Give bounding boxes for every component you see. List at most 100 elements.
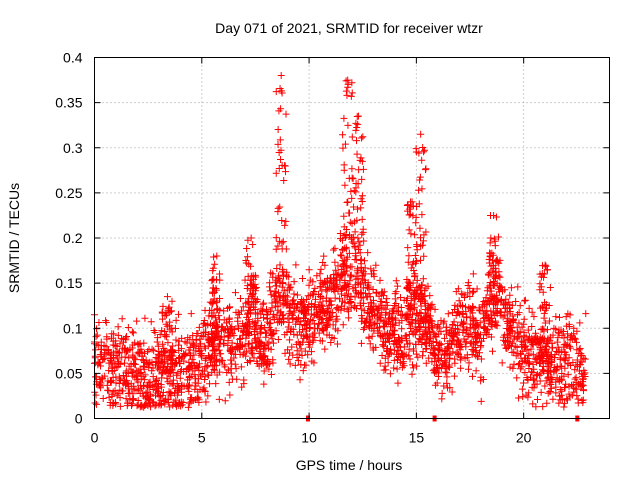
data-point [375, 323, 383, 331]
data-point [350, 303, 358, 311]
data-point [187, 395, 195, 403]
data-point [332, 266, 340, 274]
data-point [226, 391, 234, 399]
data-point [347, 92, 355, 100]
data-point [308, 357, 316, 365]
data-point [216, 276, 224, 284]
data-point [137, 368, 145, 376]
data-point [412, 219, 420, 227]
data-point [340, 212, 348, 220]
y-tick-label: 0.2 [63, 230, 83, 246]
data-point [400, 353, 408, 361]
data-point [290, 296, 298, 304]
data-point [343, 198, 351, 206]
data-point [276, 203, 284, 211]
data-point [492, 299, 500, 307]
data-point [504, 334, 512, 342]
data-point [427, 348, 435, 356]
data-point [193, 329, 201, 337]
data-point [212, 286, 220, 294]
data-point [558, 348, 566, 356]
data-point [429, 367, 437, 375]
data-point [276, 237, 284, 245]
data-point [253, 345, 261, 353]
data-point [528, 323, 536, 331]
data-point [406, 355, 414, 363]
data-point [134, 367, 142, 375]
data-point [230, 332, 238, 340]
data-point [489, 293, 497, 301]
data-point [300, 314, 308, 322]
data-point [164, 370, 172, 378]
data-point [539, 403, 547, 411]
data-point [457, 290, 465, 298]
data-point [330, 286, 338, 294]
data-point [407, 264, 415, 272]
data-point [96, 382, 104, 390]
data-point [331, 258, 339, 266]
data-point [470, 325, 478, 333]
data-point [463, 351, 471, 359]
data-point [357, 263, 365, 271]
data-point [305, 341, 313, 349]
data-point [180, 357, 188, 365]
data-point [514, 283, 522, 291]
data-point [159, 302, 167, 310]
data-point [265, 320, 273, 328]
data-point [540, 273, 548, 281]
data-point [442, 358, 450, 366]
data-point [176, 374, 184, 382]
data-point [399, 360, 407, 368]
data-point [470, 287, 478, 295]
data-point [561, 384, 569, 392]
data-point [541, 261, 549, 269]
data-point [479, 335, 487, 343]
data-point [418, 211, 426, 219]
data-point [249, 290, 257, 298]
data-point [340, 231, 348, 239]
data-point [206, 380, 214, 388]
data-point [125, 362, 133, 370]
data-point [553, 364, 561, 372]
data-point [418, 185, 426, 193]
data-point [102, 319, 110, 327]
data-point [344, 76, 352, 84]
data-point [220, 361, 228, 369]
data-point [438, 347, 446, 355]
data-point [251, 323, 259, 331]
data-point [476, 319, 484, 327]
data-point [274, 335, 282, 343]
y-axis-label: SRMTID / TECUs [6, 183, 22, 293]
data-point [392, 300, 400, 308]
data-point [473, 285, 481, 293]
data-point [319, 302, 327, 310]
data-point [418, 291, 426, 299]
data-point [443, 379, 451, 387]
data-point [129, 368, 137, 376]
data-point [461, 293, 469, 301]
data-point [411, 231, 419, 239]
data-point [348, 238, 356, 246]
data-point [529, 337, 537, 345]
data-point [552, 383, 560, 391]
data-point [282, 245, 290, 253]
data-point [332, 304, 340, 312]
data-point [405, 211, 413, 219]
data-point [521, 297, 529, 305]
data-point [124, 390, 132, 398]
data-point [304, 318, 312, 326]
data-point [477, 397, 485, 405]
data-point [133, 376, 141, 384]
data-point [490, 211, 498, 219]
data-point [375, 292, 383, 300]
data-point [417, 234, 425, 242]
data-point [386, 370, 394, 378]
data-point [467, 330, 475, 338]
data-point [340, 260, 348, 268]
data-point [431, 345, 439, 353]
data-point [416, 224, 424, 232]
data-point [495, 272, 503, 280]
data-point [347, 304, 355, 312]
data-point [404, 207, 412, 215]
data-point [111, 387, 119, 395]
